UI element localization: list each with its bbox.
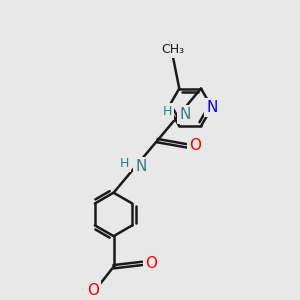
Text: N: N [206,100,218,115]
Text: H: H [163,105,172,118]
Text: O: O [87,283,99,298]
Text: O: O [189,138,201,153]
Text: N: N [135,159,147,174]
Text: H: H [119,157,129,170]
Text: O: O [145,256,157,271]
Text: N: N [179,107,190,122]
Text: CH₃: CH₃ [161,43,184,56]
